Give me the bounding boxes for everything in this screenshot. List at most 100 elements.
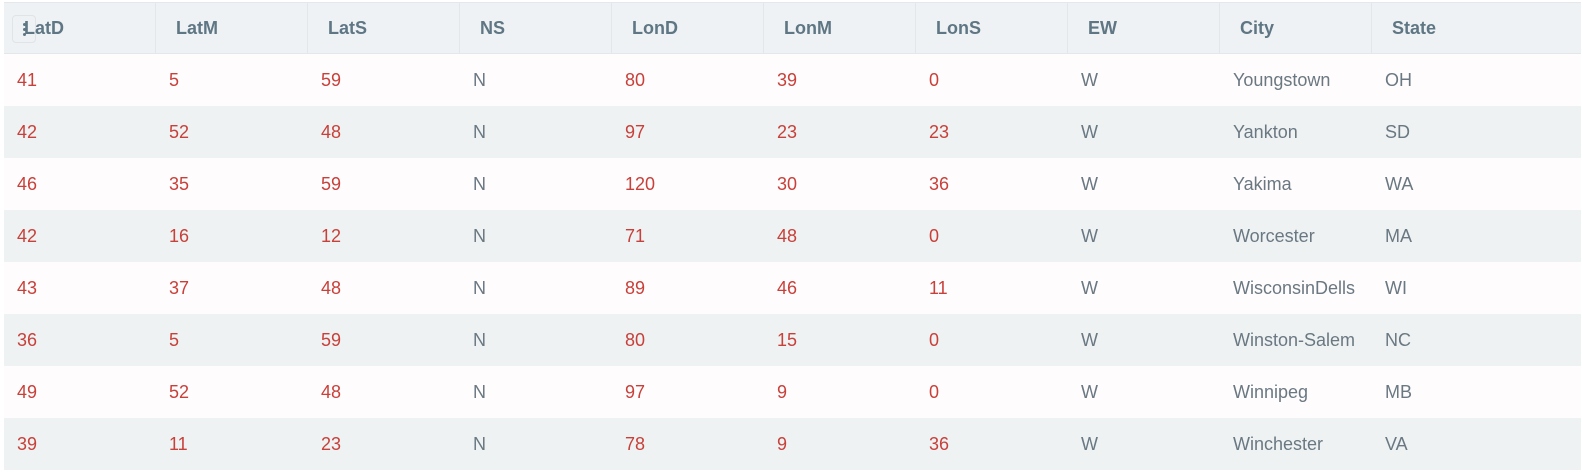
cell-lats: 59	[321, 69, 342, 90]
cell-lats: 48	[321, 121, 342, 142]
cell-ew: W	[1081, 277, 1098, 298]
cell-latd: 42	[17, 121, 38, 142]
data-grid: LatD LatM LatS NS LonD LonM LonS EW City State 41…	[4, 2, 1581, 470]
column-header-city[interactable]: City	[1220, 3, 1372, 53]
cell-lonm: 48	[777, 225, 798, 246]
cell-lons: 0	[929, 225, 940, 246]
cell-latm: 37	[169, 277, 190, 298]
column-header-lond[interactable]: LonD	[612, 3, 764, 53]
cell-ns: N	[473, 121, 486, 142]
cell-latm: 11	[169, 433, 188, 454]
cell-city: Winston-Salem	[1233, 329, 1356, 350]
column-header-latd[interactable]: LatD	[4, 3, 156, 53]
cell-lonm: 46	[777, 277, 798, 298]
column-header-latm[interactable]: LatM	[156, 3, 308, 53]
cell-latm: 5	[169, 329, 180, 350]
column-header-lats[interactable]: LatS	[308, 3, 460, 53]
cell-city: Worcester	[1233, 225, 1315, 246]
column-header-ns[interactable]: NS	[460, 3, 612, 53]
cell-lats: 23	[321, 433, 342, 454]
cell-lonm: 9	[777, 433, 788, 454]
cell-latd: 46	[17, 173, 38, 194]
cell-city: Yakima	[1233, 173, 1292, 194]
cell-lons: 0	[929, 329, 940, 350]
cell-city: WisconsinDells	[1233, 277, 1356, 298]
cell-latd: 36	[17, 329, 38, 350]
cell-lond: 89	[625, 277, 646, 298]
cell-ns: N	[473, 381, 486, 402]
table-row[interactable]: 49 52 48 N 97 9 0 W Winnipeg MB	[4, 366, 1581, 418]
cell-lond: 78	[625, 433, 646, 454]
cell-state: WA	[1385, 173, 1414, 194]
cell-latd: 43	[17, 277, 38, 298]
cell-state: WI	[1385, 277, 1407, 298]
cell-lond: 80	[625, 69, 646, 90]
cell-city: Youngstown	[1233, 69, 1331, 90]
cell-lats: 48	[321, 381, 342, 402]
cell-state: NC	[1385, 329, 1411, 350]
cell-latm: 35	[169, 173, 190, 194]
cell-ew: W	[1081, 329, 1098, 350]
cell-ew: W	[1081, 433, 1098, 454]
cell-state: MB	[1385, 381, 1412, 402]
cell-latm: 16	[169, 225, 190, 246]
cell-lats: 12	[321, 225, 342, 246]
column-header-lons[interactable]: LonS	[916, 3, 1068, 53]
column-menu-button[interactable]	[12, 15, 36, 43]
cell-lons: 23	[929, 121, 950, 142]
table-row[interactable]: 41 5 59 N 80 39 0 W Youngstown OH	[4, 54, 1581, 106]
cell-latd: 42	[17, 225, 38, 246]
table-row[interactable]: 39 11 23 N 78 9 36 W Winchester VA	[4, 418, 1581, 470]
cell-ns: N	[473, 329, 486, 350]
cell-latm: 5	[169, 69, 180, 90]
cell-latm: 52	[169, 121, 190, 142]
cell-latd: 39	[17, 433, 38, 454]
cell-ew: W	[1081, 69, 1098, 90]
cell-lond: 97	[625, 381, 646, 402]
table-row[interactable]: 43 37 48 N 89 46 11 W WisconsinDells WI	[4, 262, 1581, 314]
cell-lons: 0	[929, 69, 940, 90]
cell-state: OH	[1385, 69, 1412, 90]
cell-lats: 59	[321, 173, 342, 194]
table-row[interactable]: 42 52 48 N 97 23 23 W Yankton SD	[4, 106, 1581, 158]
cell-lond: 80	[625, 329, 646, 350]
cell-latm: 52	[169, 381, 190, 402]
cell-lons: 11	[929, 277, 948, 298]
cell-city: Winchester	[1233, 433, 1324, 454]
cell-latd: 41	[17, 69, 38, 90]
cell-lonm: 30	[777, 173, 798, 194]
column-header-ew[interactable]: EW	[1068, 3, 1220, 53]
cell-ns: N	[473, 69, 486, 90]
cell-lonm: 9	[777, 381, 788, 402]
cell-lons: 36	[929, 433, 950, 454]
cell-lonm: 15	[777, 329, 798, 350]
cell-ew: W	[1081, 225, 1098, 246]
dot	[22, 27, 26, 31]
cell-lons: 36	[929, 173, 950, 194]
table-row[interactable]: 46 35 59 N 120 30 36 W Yakima WA	[4, 158, 1581, 210]
cell-ns: N	[473, 225, 486, 246]
cell-state: SD	[1385, 121, 1411, 142]
cell-lonm: 39	[777, 69, 798, 90]
cell-lond: 97	[625, 121, 646, 142]
cell-latd: 49	[17, 381, 38, 402]
cell-lons: 0	[929, 381, 940, 402]
cell-city: Winnipeg	[1233, 381, 1309, 402]
cell-lond: 120	[625, 173, 656, 194]
cell-ns: N	[473, 277, 486, 298]
column-header-state[interactable]: State	[1392, 18, 1437, 38]
cell-lond: 71	[625, 225, 646, 246]
cell-lats: 59	[321, 329, 342, 350]
vertical-dots-icon	[22, 22, 26, 26]
column-header-lonm[interactable]: LonM	[764, 3, 916, 53]
cell-ns: N	[473, 173, 486, 194]
cell-city: Yankton	[1233, 121, 1298, 142]
cell-ew: W	[1081, 381, 1098, 402]
table-row[interactable]: 36 5 59 N 80 15 0 W Winston-Salem NC	[4, 314, 1581, 366]
cell-ew: W	[1081, 173, 1098, 194]
table-row[interactable]: 42 16 12 N 71 48 0 W Worcester MA	[4, 210, 1581, 262]
cell-state: VA	[1385, 433, 1408, 454]
cell-lats: 48	[321, 277, 342, 298]
cell-lonm: 23	[777, 121, 798, 142]
cell-ns: N	[473, 433, 486, 454]
